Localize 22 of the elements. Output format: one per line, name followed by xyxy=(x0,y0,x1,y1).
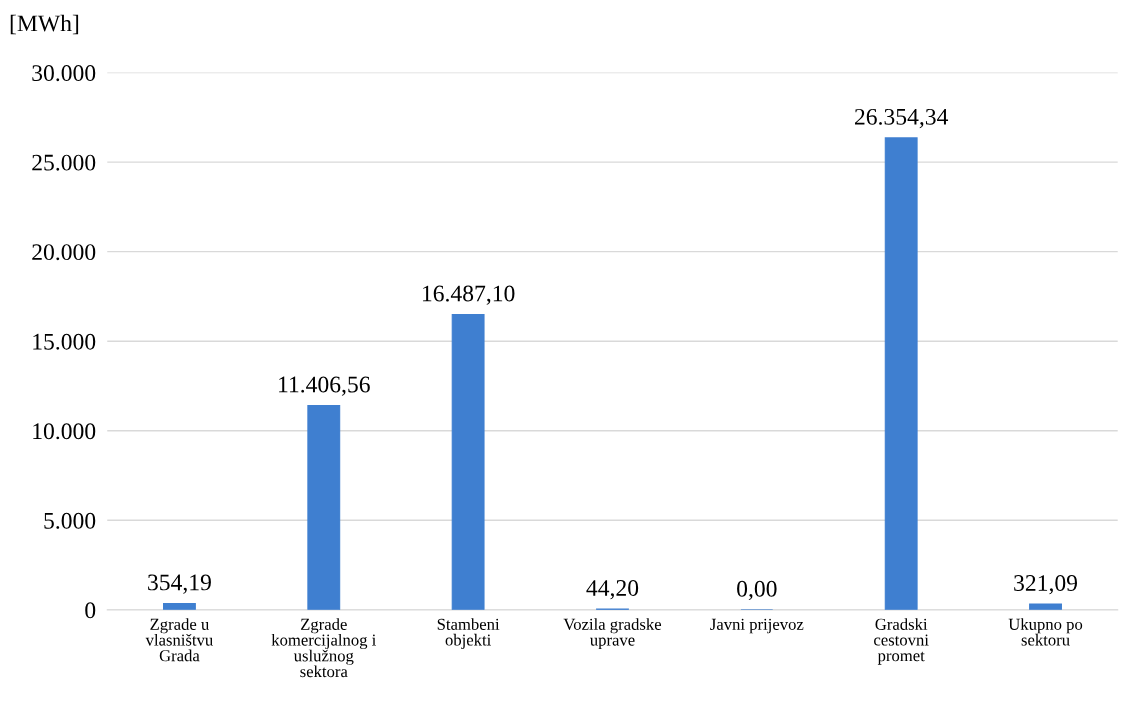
data-label: 321,09 xyxy=(1014,575,1078,595)
data-label: 44,20 xyxy=(586,579,639,600)
x-tick-label: Ukupno po sektoru xyxy=(1008,618,1083,646)
data-label: 16.487,10 xyxy=(422,285,515,305)
data-label: 354,19 xyxy=(148,574,211,594)
data-label: 11.406,56 xyxy=(279,376,370,396)
y-tick-label: 5.000 xyxy=(44,512,96,529)
y-tick-label: 10.000 xyxy=(33,423,96,440)
x-tick-label: Gradski cestovni promet xyxy=(874,618,929,665)
y-tick-label: 20.000 xyxy=(32,244,96,261)
y-axis-title: [MWh] xyxy=(10,14,79,35)
x-tick-label: Javni prijevoz xyxy=(710,618,804,634)
y-tick-label: 0 xyxy=(85,602,96,619)
data-label: 0,00 xyxy=(737,580,777,601)
x-tick-label: Stambeni objekti xyxy=(437,618,500,649)
y-tick-label: 25.000 xyxy=(32,154,96,171)
y-tick-label: 15.000 xyxy=(33,333,96,350)
x-tick-label: Zgrade komercijalnog i uslužnog sektora xyxy=(271,618,376,678)
y-tick-label: 30.000 xyxy=(32,65,96,82)
data-label: 26.354,34 xyxy=(855,108,949,129)
x-tick-label: Vozila gradske uprave xyxy=(563,618,662,650)
x-tick-label: Zgrade u vlasništvu Grada xyxy=(145,618,213,662)
